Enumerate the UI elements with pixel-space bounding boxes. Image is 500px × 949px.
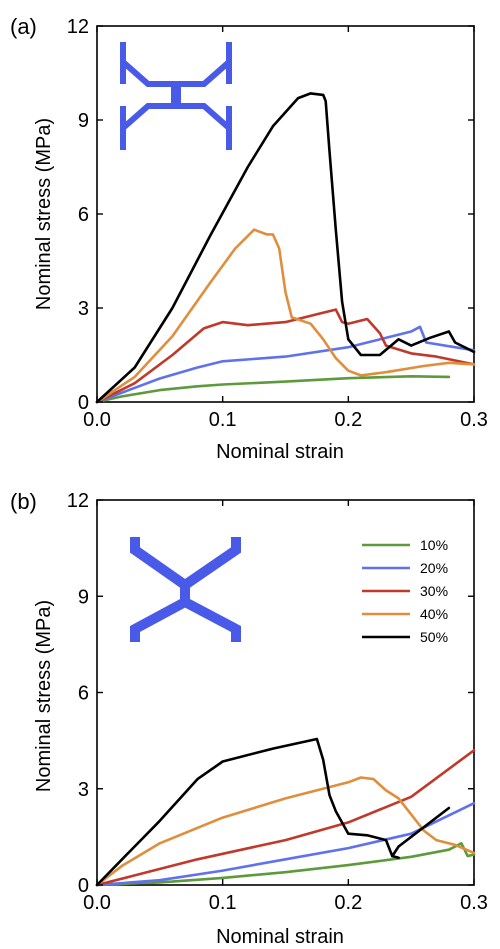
panel-label-a: (a) (10, 14, 37, 39)
x-tick-label-a-0: 0.0 (83, 409, 111, 431)
series-line-a-s40-3 (95, 228, 476, 404)
y-axis-title-b: Nominal stress (MPa) (33, 600, 55, 792)
ticks-b (96, 499, 475, 886)
legend-label-s50: 50% (420, 629, 448, 645)
y-tick-label-a-2: 6 (78, 204, 89, 226)
x-tick-labels-b: 0.0 0.1 0.2 0.3 (83, 892, 488, 914)
series-line-b-s50-4 (95, 737, 451, 887)
ticks-a (96, 25, 475, 403)
series-line-b-s50-5 (390, 854, 400, 860)
y-tick-label-b-4: 12 (67, 490, 89, 512)
x-tick-label-b-1: 0.1 (209, 892, 237, 914)
legend-label-s40: 40% (420, 606, 448, 622)
legend-label-s20: 20% (420, 560, 448, 576)
x-tick-label-b-3: 0.3 (460, 892, 488, 914)
x-axis-title-b: Nominal strain (216, 926, 344, 948)
series-line-b-s10-0 (95, 841, 476, 887)
panel-a: (a) 0 3 6 9 12 0.0 0.1 0.2 0.3 Nominal strain N… (10, 14, 488, 463)
hourglass-lattice-icon (120, 42, 232, 150)
y-axis-title-a: Nominal stress (MPa) (33, 118, 55, 310)
y-tick-label-a-4: 12 (67, 16, 89, 38)
y-tick-label-a-0: 0 (78, 392, 89, 414)
series-line-b-s40-3 (95, 776, 476, 887)
series-line-a-s30-2 (95, 308, 476, 404)
series-line-b-s20-1 (95, 801, 476, 887)
series-group-b (95, 737, 476, 887)
legend-label-s10: 10% (420, 537, 448, 553)
series-line-a-s50-4 (95, 92, 476, 404)
y-tick-labels-a: 0 3 6 9 12 (67, 16, 89, 414)
legend: 10% 20% 30% 40% 50% (362, 537, 448, 645)
y-tick-label-b-2: 6 (78, 683, 89, 705)
x-tick-label-a-2: 0.2 (334, 409, 362, 431)
y-tick-label-b-0: 0 (78, 875, 89, 897)
y-tick-label-b-3: 9 (78, 586, 89, 608)
y-tick-label-b-1: 3 (78, 779, 89, 801)
y-tick-labels-b: 0 3 6 9 12 (67, 490, 89, 897)
legend-label-s30: 30% (420, 583, 448, 599)
y-tick-label-a-1: 3 (78, 298, 89, 320)
x-tick-label-b-2: 0.2 (334, 892, 362, 914)
y-tick-label-a-3: 9 (78, 110, 89, 132)
series-line-b-s30-2 (95, 748, 476, 887)
series-line-a-s10-0 (95, 374, 451, 404)
x-tick-label-a-3: 0.3 (460, 409, 488, 431)
series-line-a-s20-1 (95, 325, 476, 404)
x-lattice-icon (130, 537, 241, 642)
x-tick-labels-a: 0.0 0.1 0.2 0.3 (83, 409, 488, 431)
x-axis-title-a: Nominal strain (216, 441, 344, 463)
series-group-a (95, 92, 476, 404)
panel-label-b: (b) (10, 489, 37, 514)
x-tick-label-b-0: 0.0 (83, 892, 111, 914)
x-tick-label-a-1: 0.1 (209, 409, 237, 431)
